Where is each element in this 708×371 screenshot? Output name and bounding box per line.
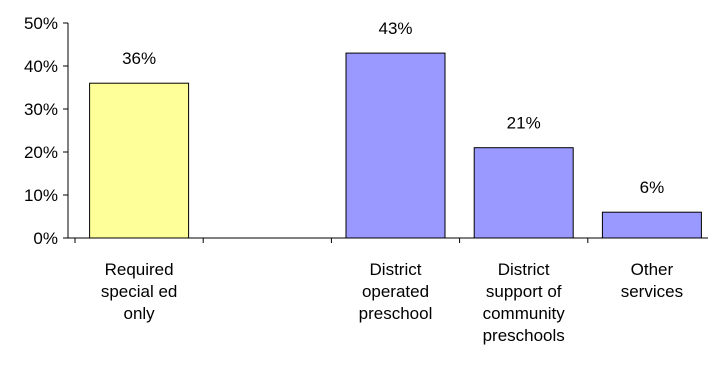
category-label: only <box>124 304 156 323</box>
category-label: preschools <box>483 326 565 345</box>
y-tick-label: 50% <box>24 14 58 33</box>
bars <box>89 52 702 239</box>
bar <box>345 52 446 239</box>
y-tick-label: 0% <box>33 229 58 248</box>
category-label: District <box>370 260 422 279</box>
y-tick-label: 20% <box>24 143 58 162</box>
y-axis: 0% 10% 20% 30% 40% 50% <box>24 14 69 248</box>
x-axis <box>68 237 708 243</box>
category-label: Other <box>631 260 674 279</box>
y-tick-label: 10% <box>24 186 58 205</box>
category-label: services <box>621 282 683 301</box>
bar <box>601 211 702 239</box>
category-label: Required <box>105 260 174 279</box>
data-label: 21% <box>507 114 541 133</box>
bar <box>473 147 574 239</box>
data-label: 6% <box>640 178 665 197</box>
category-label: District <box>498 260 550 279</box>
category-label: support of <box>486 282 562 301</box>
category-label: operated <box>362 282 429 301</box>
category-labels: Required special ed only District operated pr… <box>101 260 683 345</box>
category-label: special ed <box>101 282 178 301</box>
data-label: 36% <box>122 49 156 68</box>
category-label: community <box>483 304 566 323</box>
y-tick-label: 30% <box>24 100 58 119</box>
data-label: 43% <box>378 19 412 38</box>
bar <box>89 82 190 239</box>
y-tick-label: 40% <box>24 57 58 76</box>
category-label: preschool <box>359 304 433 323</box>
data-labels: 36% 43% 21% 6% <box>122 19 664 197</box>
